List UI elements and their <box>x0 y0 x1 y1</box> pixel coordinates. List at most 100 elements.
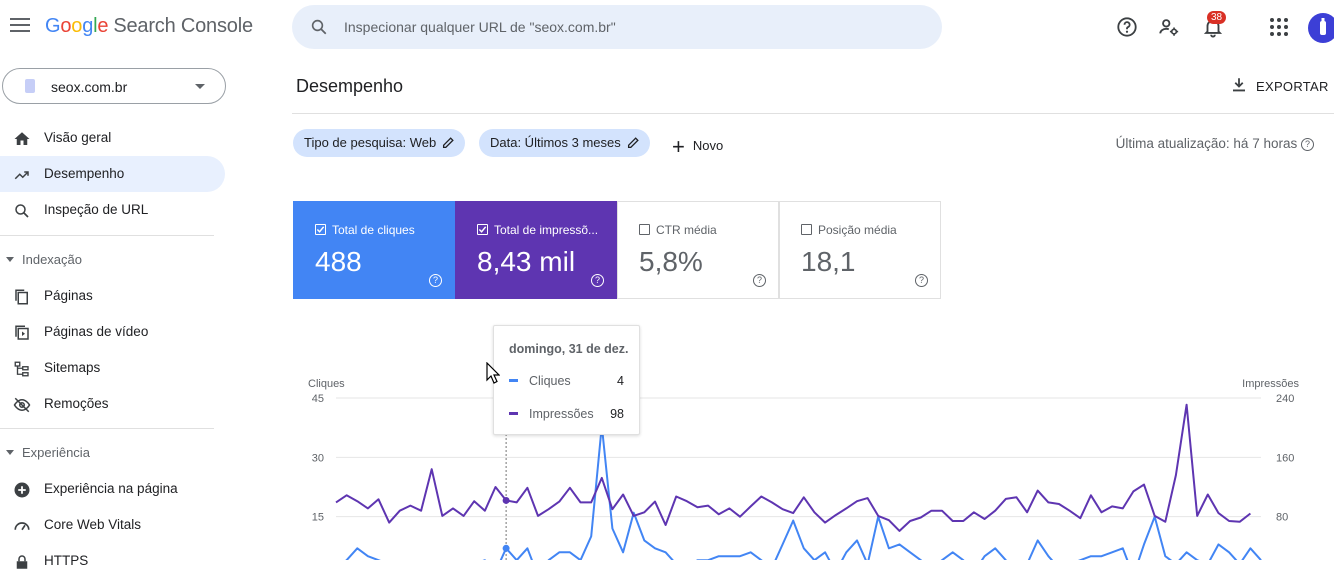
pages-icon <box>15 289 28 305</box>
sidebar-item-label: Páginas <box>44 288 93 303</box>
series-line-clicks <box>345 424 1262 560</box>
edit-pencil-icon <box>627 137 639 149</box>
sitemap-icon <box>14 361 29 377</box>
metric-value: 5,8% <box>639 246 703 277</box>
sidebar-item-label: Remoções <box>44 396 109 411</box>
plus-icon: + <box>672 134 685 159</box>
video-pages-icon <box>15 325 29 340</box>
tooltip-clicks-row: Cliques <box>509 374 571 388</box>
help-icon[interactable]: ? <box>753 274 766 287</box>
tooltip-label: Impressões <box>529 407 594 421</box>
metric-label: CTR média <box>656 223 717 237</box>
logo-product-name: Search Console <box>113 15 253 37</box>
sidebar-item-https[interactable]: HTTPS <box>0 543 225 579</box>
edit-pencil-icon <box>443 137 455 149</box>
y-tick-label-left: 30 <box>312 452 324 464</box>
chart-tooltip: domingo, 31 de dez. Cliques 4 Impressões… <box>493 325 640 435</box>
manage-users-icon[interactable] <box>1158 16 1180 38</box>
sidebar-item-url-inspection[interactable]: Inspeção de URL <box>0 192 225 228</box>
metric-card-ctr[interactable]: CTR média 5,8% ? <box>617 201 779 299</box>
caret-down-icon <box>195 84 205 89</box>
sidebar-item-pages[interactable]: Páginas <box>0 278 225 314</box>
help-icon[interactable]: ? <box>915 274 928 287</box>
plus-circle-icon <box>14 482 30 498</box>
sidebar-item-core-web-vitals[interactable]: Core Web Vitals <box>0 507 225 543</box>
metric-label: Total de impressõ... <box>494 223 599 237</box>
hover-point <box>502 496 510 504</box>
metric-card-position[interactable]: Posição média 18,1 ? <box>779 201 941 299</box>
logo-letter: g <box>82 15 94 37</box>
y-tick-label-right: 160 <box>1276 452 1294 464</box>
eye-off-icon <box>13 397 31 413</box>
property-name: seox.com.br <box>51 79 128 95</box>
metric-value: 18,1 <box>801 246 856 277</box>
filter-chip-search-type[interactable]: Tipo de pesquisa: Web <box>293 129 466 157</box>
tooltip-label: Cliques <box>529 374 571 388</box>
sidebar-section-indexing[interactable]: Indexação <box>6 252 82 267</box>
account-avatar[interactable] <box>1308 13 1334 43</box>
menu-icon[interactable] <box>10 18 30 34</box>
logo-letter: e <box>97 15 109 37</box>
help-icon[interactable] <box>1116 16 1138 38</box>
metric-header: Total de impressõ... <box>477 223 598 237</box>
metric-label: Posição média <box>818 223 897 237</box>
checkbox-checked-icon <box>477 224 488 235</box>
checkbox-unchecked-icon <box>639 224 650 235</box>
sidebar-item-removals[interactable]: Remoções <box>0 386 225 422</box>
sidebar: seox.com.br Visão geral Desempenho Inspe… <box>0 56 226 569</box>
gauge-icon <box>14 522 30 531</box>
last-updated-text: Última atualização: há 7 horas <box>1115 136 1298 151</box>
metric-header: Total de cliques <box>315 223 415 237</box>
metric-header: CTR média <box>639 223 717 237</box>
help-icon[interactable]: ? <box>1301 138 1314 151</box>
sidebar-section-experience[interactable]: Experiência <box>6 445 90 460</box>
metric-value: 8,43 mil <box>477 246 576 277</box>
sidebar-item-video-pages[interactable]: Páginas de vídeo <box>0 314 225 350</box>
sidebar-item-label: Desempenho <box>44 166 125 181</box>
metric-card-clicks[interactable]: Total de cliques 488 ? <box>293 201 455 299</box>
url-inspection-search <box>292 5 942 49</box>
tooltip-clicks-value: 4 <box>617 374 624 388</box>
performance-chart[interactable]: 0015803016045240CliquesImpressões17/12/2… <box>226 316 1334 560</box>
help-icon[interactable]: ? <box>591 274 604 287</box>
search-input[interactable] <box>344 5 904 49</box>
help-icon[interactable]: ? <box>429 274 442 287</box>
checkbox-checked-icon <box>315 224 326 235</box>
sidebar-item-label: Core Web Vitals <box>44 517 142 532</box>
property-selector[interactable]: seox.com.br <box>2 68 226 104</box>
tooltip-date: domingo, 31 de dez. <box>509 342 629 356</box>
collapse-triangle-icon <box>6 450 14 455</box>
lock-icon <box>16 555 28 569</box>
y-axis-label-right: Impressões <box>1242 378 1299 390</box>
sidebar-item-page-experience[interactable]: Experiência na página <box>0 471 225 507</box>
metric-card-impressions[interactable]: Total de impressõ... 8,43 mil ? <box>455 201 617 299</box>
tooltip-impressions-value: 98 <box>610 407 624 421</box>
page-title: Desempenho <box>296 76 404 96</box>
apps-grid-icon[interactable] <box>1269 17 1289 37</box>
sidebar-item-sitemaps[interactable]: Sitemaps <box>0 350 225 386</box>
property-favicon-icon <box>25 79 35 93</box>
sidebar-item-overview[interactable]: Visão geral <box>0 120 225 156</box>
app-logo[interactable]: Google Search Console <box>45 15 253 38</box>
download-icon <box>1233 78 1245 92</box>
series-line-impressions <box>335 403 1252 532</box>
tooltip-impressions-row: Impressões <box>509 407 594 421</box>
y-axis-label-left: Cliques <box>308 378 345 390</box>
sidebar-divider <box>0 428 214 429</box>
add-filter-button[interactable]: + Novo <box>672 134 723 160</box>
trending-up-icon <box>14 171 29 180</box>
checkbox-unchecked-icon <box>801 224 812 235</box>
avatar-bottle-icon <box>1320 18 1326 35</box>
chip-label: Data: Últimos 3 meses <box>490 135 621 150</box>
filter-chip-date[interactable]: Data: Últimos 3 meses <box>479 129 650 157</box>
series-swatch <box>509 412 518 415</box>
main-content: Desempenho EXPORTAR Tipo de pesquisa: We… <box>226 56 1334 560</box>
header-divider <box>292 113 1334 114</box>
sidebar-item-label: HTTPS <box>44 553 89 568</box>
y-tick-label-right: 240 <box>1276 393 1294 405</box>
section-title: Indexação <box>22 252 82 267</box>
sidebar-item-performance[interactable]: Desempenho <box>0 156 225 192</box>
export-button[interactable]: EXPORTAR <box>1230 76 1329 94</box>
sidebar-divider <box>0 235 214 236</box>
